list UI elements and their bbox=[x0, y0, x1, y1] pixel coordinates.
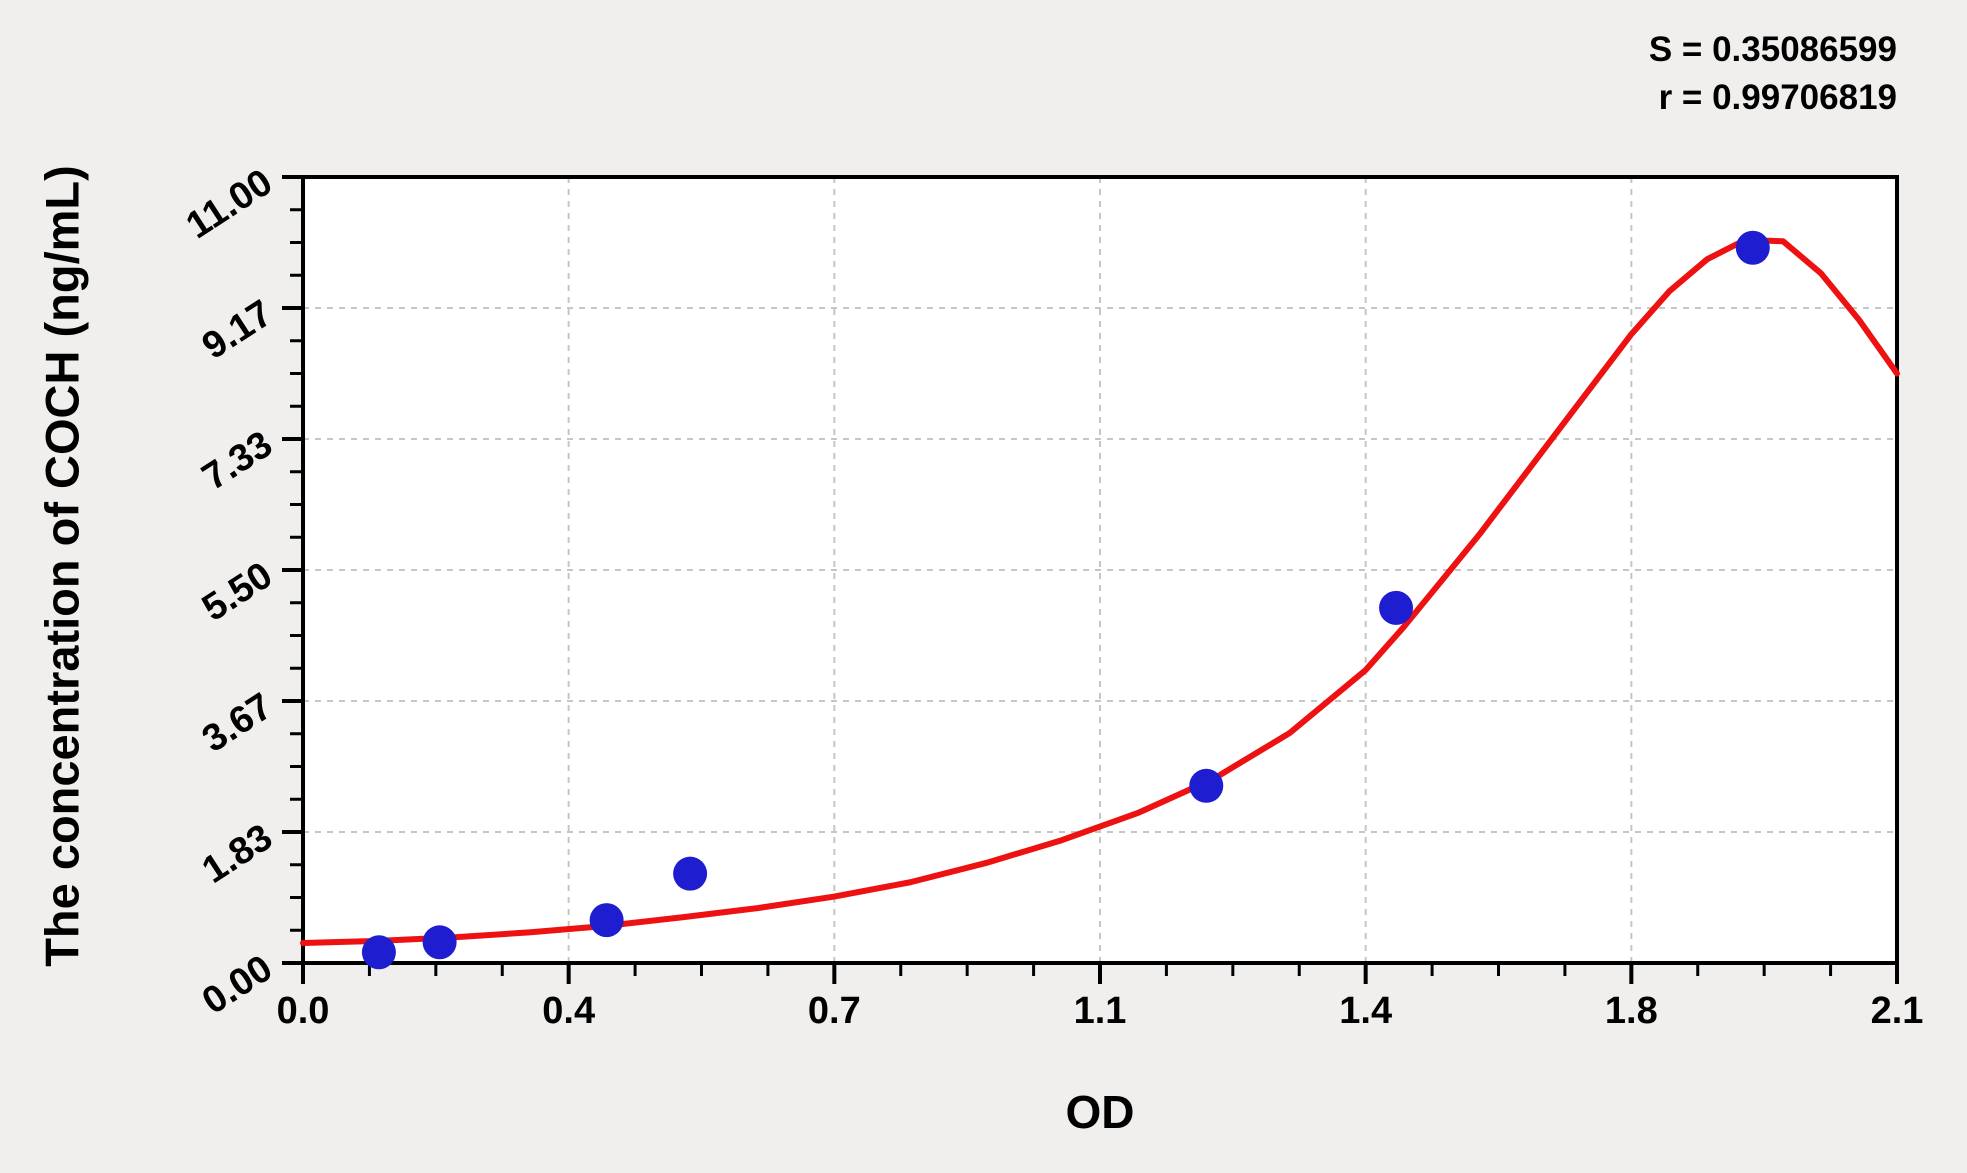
y-tick-label: 0.00 bbox=[195, 947, 280, 1023]
y-tick-label: 7.33 bbox=[195, 423, 280, 499]
stat-s-value: S = 0.35086599 bbox=[1648, 30, 1897, 69]
data-point bbox=[361, 935, 396, 970]
y-tick-label: 5.50 bbox=[195, 554, 280, 630]
x-tick-label: 1.8 bbox=[1605, 990, 1658, 1032]
data-point bbox=[1379, 590, 1414, 625]
x-tick-label: 0.0 bbox=[277, 990, 330, 1032]
y-tick-label: 11.00 bbox=[179, 161, 280, 247]
fit-statistics: S = 0.35086599 r = 0.99706819 bbox=[1649, 26, 1897, 123]
x-tick-label: 1.4 bbox=[1339, 990, 1392, 1032]
x-tick-label: 0.4 bbox=[542, 990, 595, 1032]
y-axis-title: The concentration of COCH (ng/mL) bbox=[35, 165, 89, 967]
data-point bbox=[1189, 768, 1224, 803]
y-tick-label: 1.83 bbox=[195, 816, 280, 892]
y-tick-label: 9.17 bbox=[195, 292, 280, 368]
plot-border bbox=[301, 175, 1899, 965]
data-point bbox=[422, 925, 457, 960]
fit-curve bbox=[300, 236, 1900, 946]
stat-r-value: r = 0.99706819 bbox=[1658, 78, 1897, 118]
data-point bbox=[589, 903, 624, 938]
x-tick-label: 2.1 bbox=[1871, 990, 1924, 1032]
data-point bbox=[673, 856, 708, 891]
y-tick-label: 3.67 bbox=[195, 685, 280, 761]
data-point bbox=[1735, 230, 1770, 265]
x-tick-label: 0.7 bbox=[808, 990, 861, 1032]
x-tick-label: 1.1 bbox=[1074, 990, 1127, 1032]
x-axis-title: OD bbox=[1065, 1086, 1135, 1138]
